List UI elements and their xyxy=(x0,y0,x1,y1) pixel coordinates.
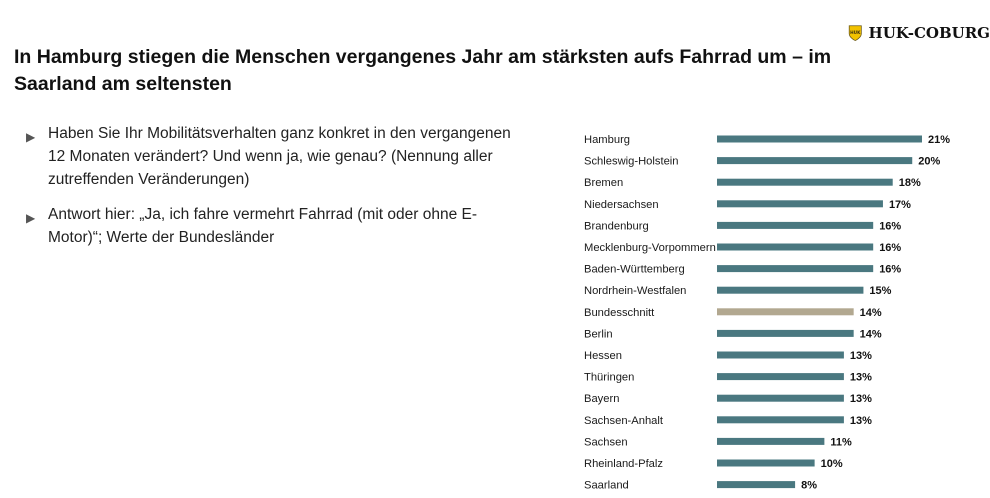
category-label: Rheinland-Pfalz xyxy=(584,458,663,470)
value-label: 14% xyxy=(860,307,882,319)
value-label: 21% xyxy=(928,134,950,146)
logo-text: HUK-COBURG xyxy=(868,24,990,42)
category-label: Bremen xyxy=(584,177,623,189)
bullet-item: ▶ Haben Sie Ihr Mobilitätsverhalten ganz… xyxy=(26,122,526,191)
page-title: In Hamburg stiegen die Menschen vergange… xyxy=(14,46,832,95)
logo-shield-text: HUK xyxy=(850,30,861,35)
category-label: Sachsen-Anhalt xyxy=(584,415,664,427)
value-label: 11% xyxy=(830,436,852,448)
category-label: Bayern xyxy=(584,393,619,405)
value-label: 16% xyxy=(879,264,901,276)
value-label: 15% xyxy=(869,285,891,297)
value-label: 13% xyxy=(850,415,872,427)
bullet-text: Haben Sie Ihr Mobilitätsverhalten ganz k… xyxy=(48,125,511,188)
value-label: 8% xyxy=(801,480,817,492)
category-label: Hamburg xyxy=(584,134,630,146)
bullet-item: ▶ Antwort hier: „Ja, ich fahre vermehrt … xyxy=(26,203,526,249)
bar xyxy=(717,416,844,424)
category-label: Brandenburg xyxy=(584,220,649,232)
bullet-text: Antwort hier: „Ja, ich fahre vermehrt Fa… xyxy=(48,206,477,246)
bar xyxy=(717,351,844,359)
category-label: Thüringen xyxy=(584,372,634,384)
bullet-arrow-icon: ▶ xyxy=(26,211,36,225)
bar xyxy=(717,308,854,316)
category-label: Niedersachsen xyxy=(584,199,659,211)
bar xyxy=(717,373,844,381)
bar xyxy=(717,135,922,143)
value-label: 13% xyxy=(850,350,872,362)
value-label: 10% xyxy=(821,458,843,470)
value-label: 13% xyxy=(850,372,872,384)
value-label: 20% xyxy=(918,156,940,168)
category-label: Bundesschnitt xyxy=(584,307,655,319)
value-label: 16% xyxy=(879,220,901,232)
bullet-arrow-icon: ▶ xyxy=(26,130,36,144)
question-list: ▶ Haben Sie Ihr Mobilitätsverhalten ganz… xyxy=(26,122,526,261)
category-label: Hessen xyxy=(584,350,622,362)
bar xyxy=(717,329,854,337)
bar xyxy=(717,157,913,165)
value-label: 17% xyxy=(889,199,911,211)
bar xyxy=(717,481,796,489)
value-label: 16% xyxy=(879,242,901,254)
bar xyxy=(717,243,874,251)
company-logo: HUK HUK-COBURG xyxy=(848,17,990,49)
bar xyxy=(717,459,815,467)
bar xyxy=(717,394,844,402)
category-label: Baden-Württemberg xyxy=(584,264,685,276)
category-label: Berlin xyxy=(584,328,613,340)
category-label: Schleswig-Holstein xyxy=(584,156,679,168)
bar xyxy=(717,200,883,208)
shield-icon: HUK xyxy=(848,25,862,41)
category-label: Sachsen xyxy=(584,436,628,448)
value-label: 14% xyxy=(860,328,882,340)
value-label: 13% xyxy=(850,393,872,405)
category-label: Saarland xyxy=(584,480,629,492)
category-label: Mecklenburg-Vorpommern xyxy=(584,242,716,254)
bar-chart: Hamburg 21% Schleswig-Holstein 20% Bremen 18%… xyxy=(584,134,950,492)
bar xyxy=(717,437,825,445)
bar xyxy=(717,265,874,273)
bar xyxy=(717,178,893,186)
category-label: Nordrhein-Westfalen xyxy=(584,285,686,297)
bar xyxy=(717,221,874,229)
value-label: 18% xyxy=(899,177,921,189)
bar xyxy=(717,286,864,294)
